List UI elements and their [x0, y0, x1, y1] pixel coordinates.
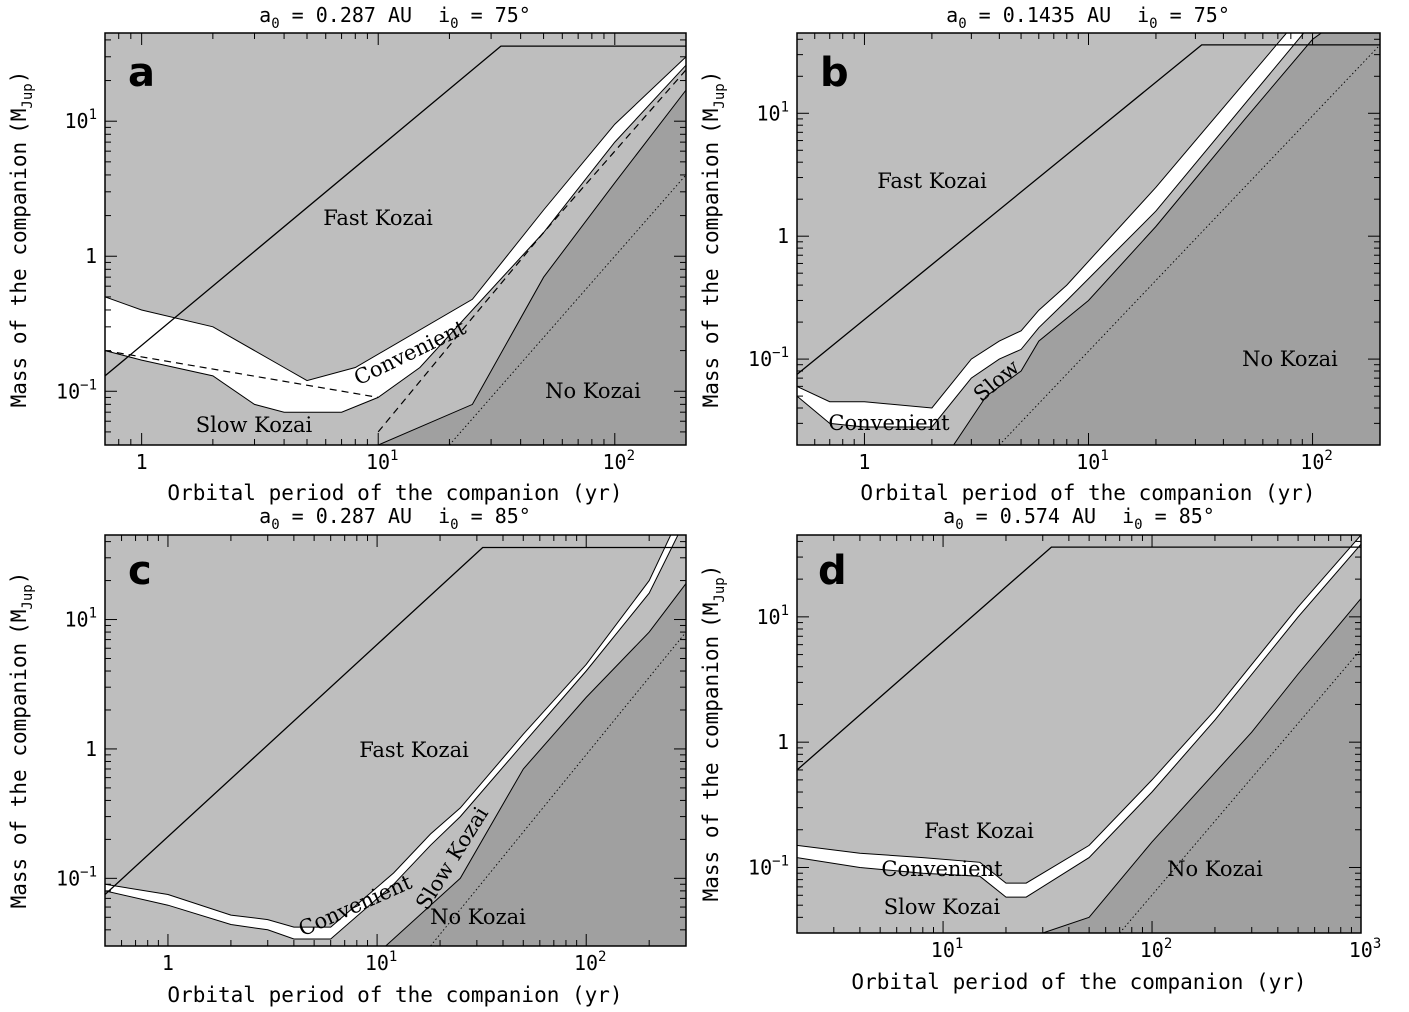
panel-b-label-fast-kozai: Fast Kozai	[877, 169, 987, 193]
panel-c-title: a0 = 0.287 AU i0 = 85°	[259, 504, 531, 533]
panel-b-label-no-kozai: No Kozai	[1242, 347, 1338, 371]
panel-b-y-tick-label: 101	[756, 99, 789, 125]
panel-b-convenient-region	[797, 33, 1305, 428]
panel-a-ticks	[104, 33, 687, 446]
panel-d-label-no-kozai: No Kozai	[1167, 857, 1263, 881]
panel-b-x-tick-label: 101	[1076, 448, 1109, 474]
panel-b-ticks	[796, 33, 1381, 446]
panel-a-convenient-region	[105, 56, 686, 413]
panel-c-frame	[104, 534, 687, 947]
panel-d: a0 = 0.574 AU i0 = 85° 101 102 103 10−1 1101 …	[699, 504, 1381, 994]
panel-a-x-tick-label: 1	[136, 450, 148, 474]
panel-d-convenient-region	[797, 535, 1361, 898]
panel-a-y-tick-label: 10−1	[56, 377, 97, 403]
panel-c-label-no-kozai: No Kozai	[430, 905, 526, 929]
panel-d-label-fast-kozai: Fast Kozai	[924, 819, 1034, 843]
panel-c-y-tick-label: 10−1	[56, 864, 97, 890]
panel-c-dotted-line	[430, 631, 686, 946]
panel-d-frame	[796, 534, 1362, 934]
panel-a-xlabel: Orbital period of the companion (yr)	[167, 481, 622, 505]
panel-c-convenient-region	[105, 535, 679, 940]
panel-a-y-tick-label: 1	[85, 244, 97, 268]
panel-c-letter: c	[128, 548, 152, 594]
panel-b-letter: b	[820, 50, 849, 96]
panel-c-ylabel: Mass of the companion(MJup)	[7, 572, 36, 909]
panel-a-no-kozai-region	[377, 89, 686, 445]
panel-a-label-fast-kozai: Fast Kozai	[323, 206, 433, 230]
panel-d-x-tick-label: 103	[1349, 936, 1382, 962]
panel-a-ylabel: Mass of the companion(MJup)	[7, 71, 36, 408]
panel-a-letter: a	[128, 50, 155, 96]
panel-a-frame	[104, 32, 687, 446]
panel-b-title: a0 = 0.1435 AU i0 = 75°	[946, 3, 1230, 32]
panel-c-label-fast-kozai: Fast Kozai	[359, 738, 469, 762]
panel-a-tick-labels: 1 101 102 10−1 1 101	[56, 107, 635, 474]
panel-c-tick-labels: 1 101 102 10−1 1 101	[56, 606, 606, 975]
panel-b: a0 = 0.1435 AU i0 = 75° 1 101 102 10−1 1 101 b…	[699, 3, 1381, 505]
panel-d-ticks	[796, 535, 1362, 934]
panel-d-y-tick-label: 10−1	[748, 853, 789, 879]
panel-c-fast-kozai-boundary	[105, 546, 686, 895]
panel-c-no-kozai-region	[385, 583, 686, 946]
panel-c-x-tick-label: 102	[574, 949, 607, 975]
panel-a-label-slow-kozai: Slow Kozai	[196, 413, 313, 437]
panel-d-letter: d	[818, 548, 847, 594]
panel-d-fast-kozai-boundary	[797, 546, 1361, 771]
panel-b-x-tick-label: 1	[858, 450, 870, 474]
panel-a-x-tick-label: 102	[603, 448, 636, 474]
panel-a-y-tick-label: 101	[64, 107, 97, 133]
panel-d-x-tick-label: 102	[1140, 936, 1173, 962]
panel-d-y-tick-label: 1	[777, 730, 789, 754]
panel-d-tick-labels: 101 102 103 10−1 1 101	[748, 603, 1381, 962]
panel-a-fast-kozai-boundary	[105, 45, 686, 377]
panel-b-no-kozai-region	[953, 33, 1380, 445]
panel-a-dashed-line-2	[377, 69, 686, 433]
panel-b-fast-kozai-boundary	[797, 44, 1380, 375]
panel-b-label-convenient: Convenient	[828, 411, 950, 435]
panel-d-title: a0 = 0.574 AU i0 = 85°	[943, 504, 1215, 533]
panel-b-tick-labels: 1 101 102 10−1 1 101	[748, 99, 1333, 474]
panel-b-ylabel: Mass of the companion(MJup)	[699, 71, 728, 408]
panel-a-label-no-kozai: No Kozai	[545, 379, 641, 403]
panel-c-xlabel: Orbital period of the companion (yr)	[167, 983, 622, 1007]
panel-d-y-tick-label: 101	[756, 603, 789, 629]
panel-b-frame	[796, 32, 1381, 446]
panel-d-x-tick-label: 101	[931, 936, 964, 962]
panel-c-x-tick-label: 101	[365, 949, 398, 975]
panel-d-no-kozai-region	[1042, 598, 1361, 933]
panel-b-dotted-line	[998, 44, 1380, 445]
panel-b-xlabel: Orbital period of the companion (yr)	[860, 481, 1315, 505]
panel-d-label-convenient: Convenient	[881, 857, 1003, 881]
panel-a-x-tick-label: 101	[366, 448, 399, 474]
panel-b-y-tick-label: 10−1	[748, 345, 789, 371]
panel-b-y-tick-label: 1	[777, 224, 789, 248]
panel-d-label-slow-kozai: Slow Kozai	[884, 895, 1001, 919]
panel-c-y-tick-label: 1	[85, 737, 97, 761]
panel-c-y-tick-label: 101	[64, 606, 97, 632]
panel-c-x-tick-label: 1	[162, 951, 174, 975]
panel-a-dashed-line-1	[105, 350, 379, 398]
panel-d-xlabel: Orbital period of the companion (yr)	[851, 970, 1306, 994]
panel-d-ylabel: Mass of the companion(MJup)	[699, 565, 728, 902]
panel-a-title: a0 = 0.287 AU i0 = 75°	[259, 3, 531, 32]
panel-b-x-tick-label: 102	[1300, 448, 1333, 474]
